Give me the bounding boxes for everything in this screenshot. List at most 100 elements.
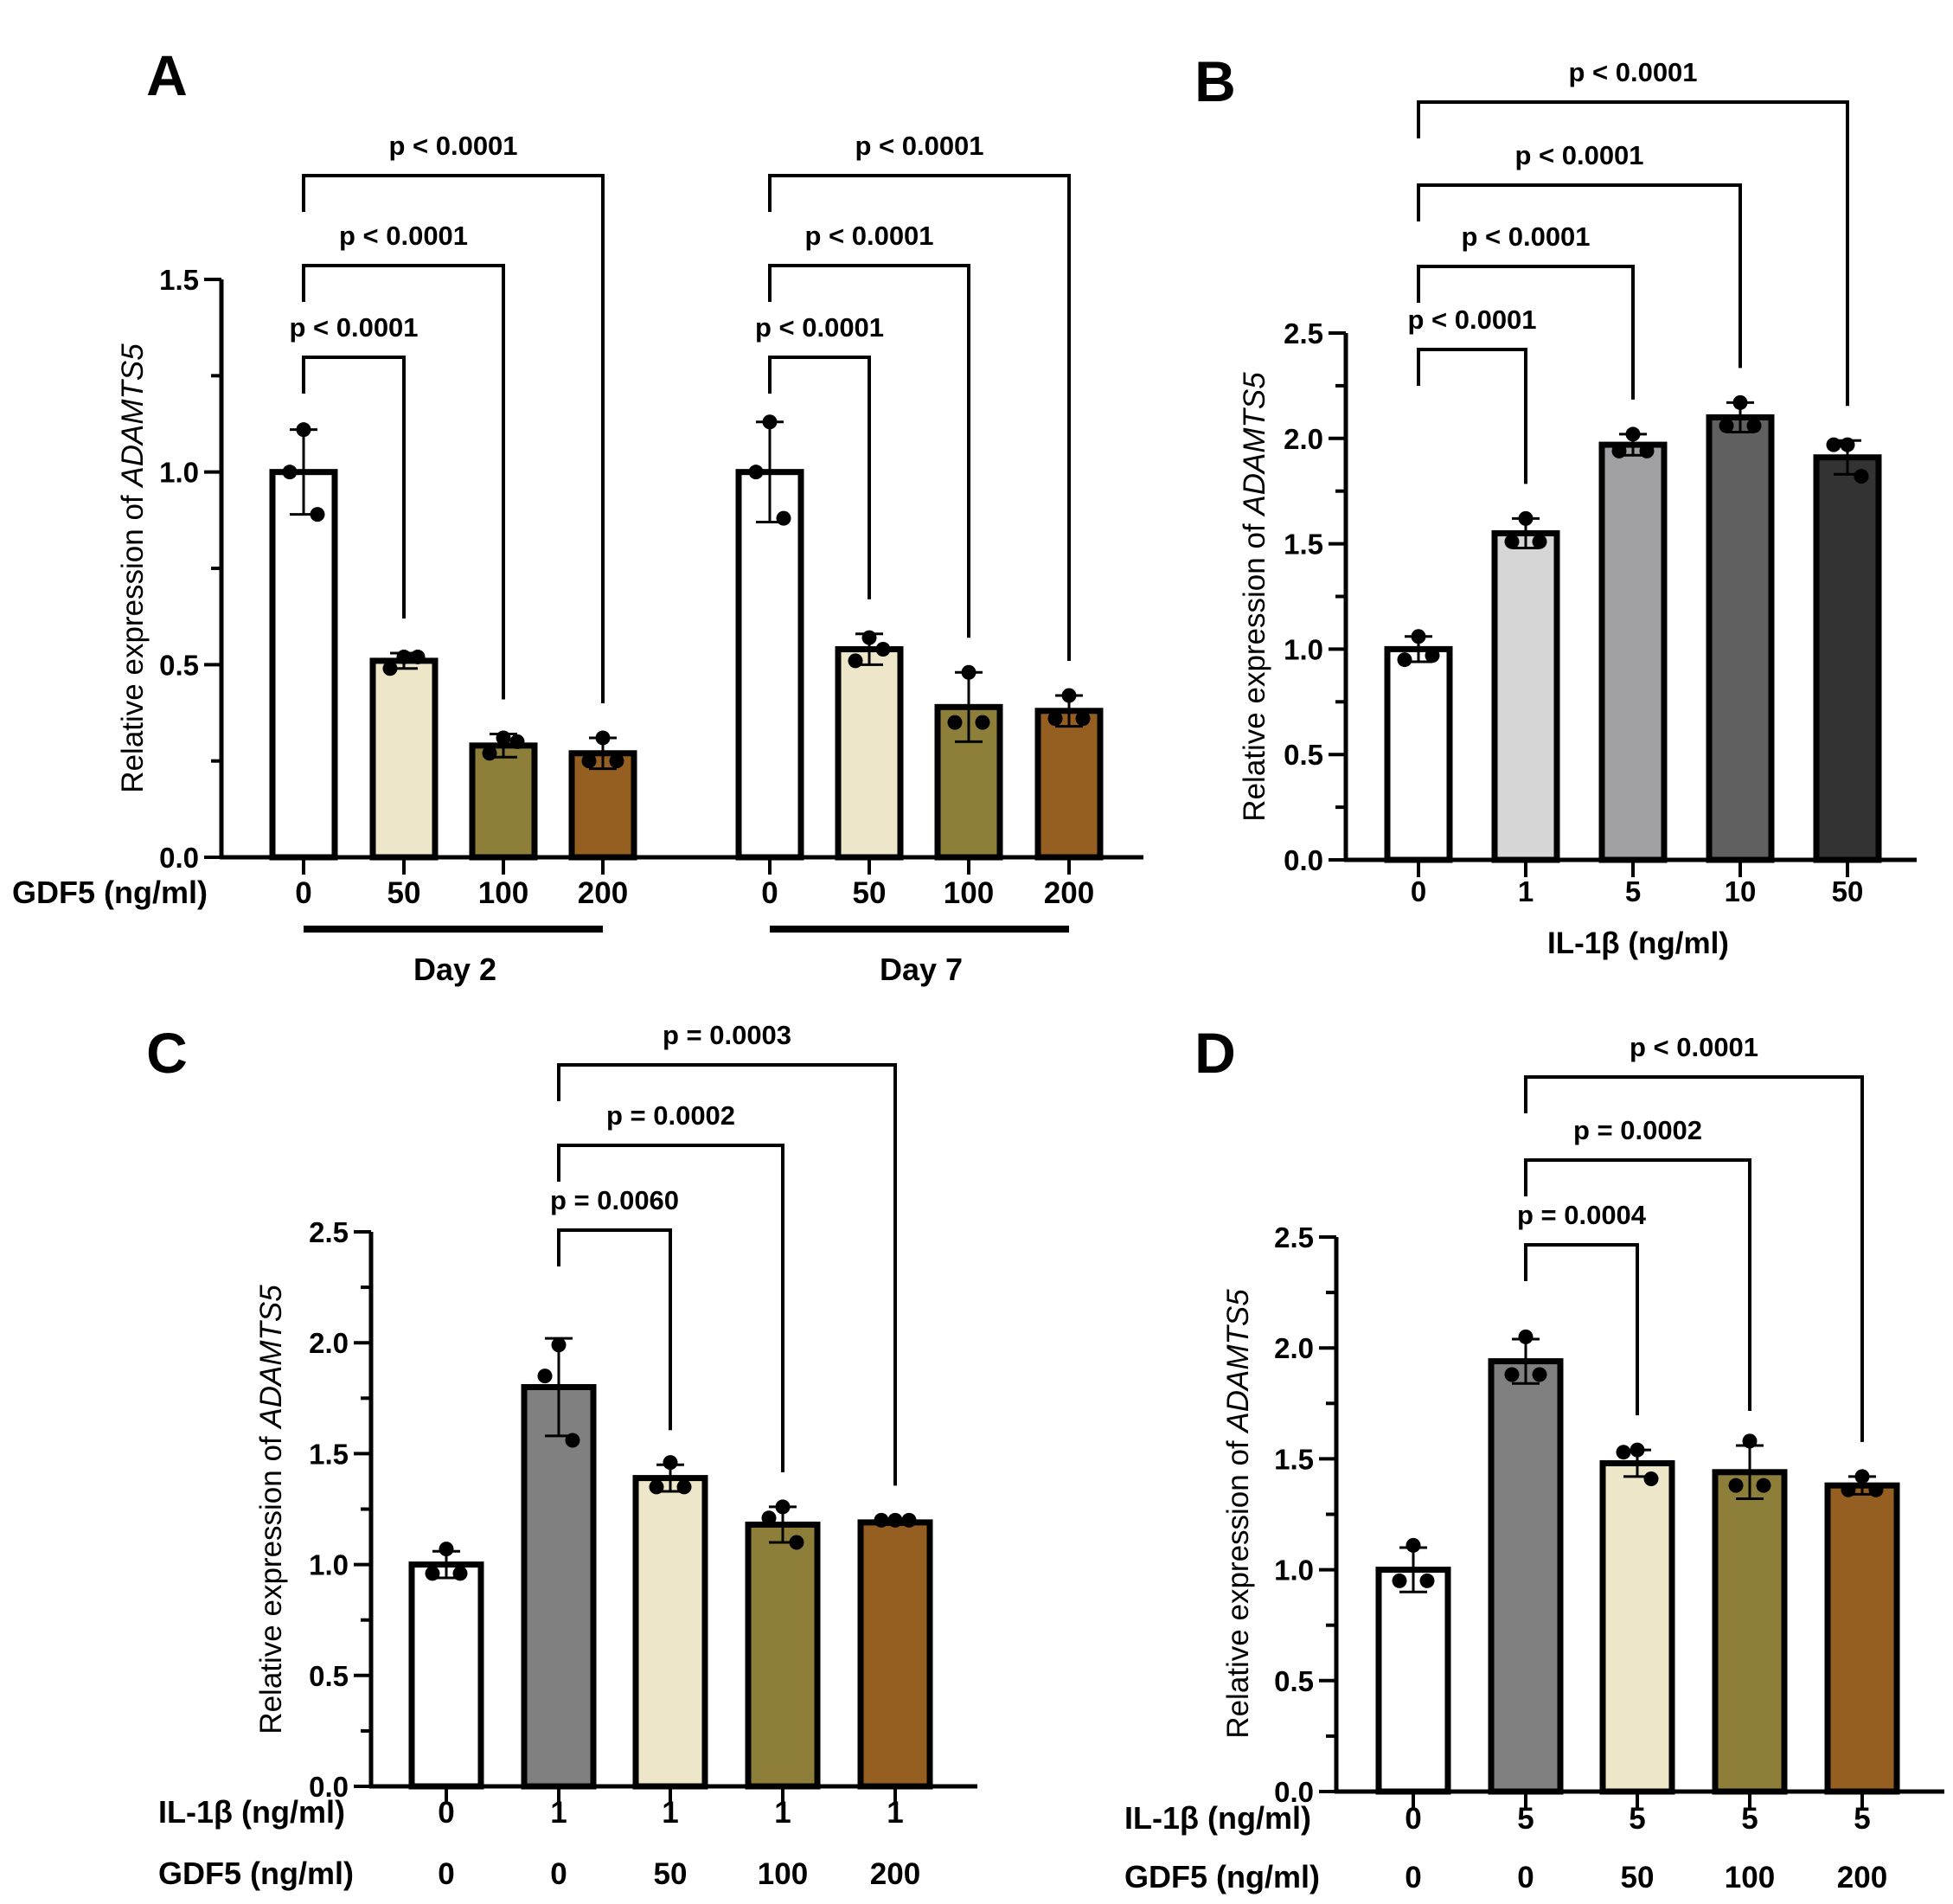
x-tick-label: 100 xyxy=(758,1857,808,1891)
data-point xyxy=(1518,1329,1534,1344)
data-point xyxy=(1630,1442,1645,1458)
data-point xyxy=(1406,1537,1421,1553)
data-point xyxy=(509,734,525,749)
significance-bracket xyxy=(1524,1075,1864,1442)
data-point xyxy=(961,664,976,680)
bar xyxy=(857,1519,933,1790)
data-point xyxy=(496,730,511,746)
x-tick-label: 50 xyxy=(1621,1861,1655,1894)
data-point xyxy=(1639,443,1655,458)
data-point xyxy=(776,510,791,526)
data-point xyxy=(1532,534,1547,549)
significance-label: p < 0.0001 xyxy=(804,221,933,251)
data-point xyxy=(482,746,497,761)
data-point xyxy=(1728,1478,1744,1493)
x-row-label: GDF5 (ng/ml) xyxy=(1124,1859,1320,1894)
bar xyxy=(521,1383,597,1790)
y-axis-title-prefix: Relative expression of xyxy=(116,487,150,793)
data-point xyxy=(887,1512,903,1528)
data-point xyxy=(748,465,764,480)
panel-letter: A xyxy=(146,43,188,107)
y-tick-label: 1.5 xyxy=(1274,1443,1314,1475)
y-axis-title-prefix: Relative expression of xyxy=(1238,516,1271,822)
y-tick-label: 0.5 xyxy=(1284,739,1323,771)
y-tick-label: 2.5 xyxy=(309,1216,349,1248)
significance-bracket xyxy=(302,264,505,700)
data-point xyxy=(439,1542,454,1557)
significance-label: p = 0.0060 xyxy=(550,1185,679,1215)
data-point xyxy=(296,422,311,438)
x-tick-label: 50 xyxy=(1832,875,1864,907)
x-tick-label: 50 xyxy=(654,1857,688,1891)
data-point xyxy=(1047,711,1063,727)
y-axis-title-gene: ADAMTS5 xyxy=(116,343,150,489)
x-tick-label: 100 xyxy=(944,876,994,910)
data-point xyxy=(1840,437,1855,452)
x-row-label: IL-1β (ng/ml) xyxy=(158,1794,345,1830)
panel-a: A 0.0 0.5 1.0 1.5 Relative expression of ADAM… xyxy=(12,43,1143,987)
data-point xyxy=(551,1337,567,1353)
data-point xyxy=(1075,711,1091,727)
significance-bracket xyxy=(768,356,871,599)
y-tick-label: 0.0 xyxy=(309,1771,349,1803)
data-point xyxy=(1868,1482,1884,1497)
significance-label: p < 0.0001 xyxy=(755,312,884,343)
data-point xyxy=(1504,1367,1520,1382)
x-tick-label: 0 xyxy=(550,1857,567,1891)
significance-bracket xyxy=(1417,265,1635,400)
panel-b: B 0.0 0.5 1.0 1.5 2.0 2.5 Relative expression o… xyxy=(1194,49,1917,960)
x-tick-label: 1 xyxy=(1518,875,1534,907)
significance-label: p < 0.0001 xyxy=(1568,57,1697,87)
x-tick-label: 0 xyxy=(1411,875,1426,907)
x-tick-label: 0 xyxy=(1405,1861,1421,1894)
data-point xyxy=(1616,1445,1631,1460)
y-tick-label: 0.5 xyxy=(309,1660,349,1692)
panel-c: C 0.0 0.5 1.0 1.5 2.0 2.5 Relative expression o… xyxy=(146,1020,977,1891)
x-tick-label: 100 xyxy=(1725,1861,1775,1894)
x-tick-label: 0 xyxy=(1405,1802,1421,1836)
x-tick-label: 0 xyxy=(295,876,311,910)
significance-label: p = 0.0004 xyxy=(1517,1200,1647,1230)
data-point xyxy=(1518,510,1534,526)
x-tick-label: 1 xyxy=(662,1796,678,1830)
y-tick-label: 0.0 xyxy=(1284,844,1323,876)
group-label: Day 7 xyxy=(880,952,963,987)
bar xyxy=(408,1561,484,1790)
data-point xyxy=(1425,648,1440,664)
y-tick-label: 1.5 xyxy=(159,264,199,296)
data-point xyxy=(1392,1573,1407,1588)
y-tick-label: 2.0 xyxy=(309,1327,349,1359)
y-tick-label: 0.5 xyxy=(159,649,199,681)
x-tick-label: 50 xyxy=(387,876,421,910)
data-point xyxy=(310,507,325,522)
bar xyxy=(1491,529,1560,863)
x-row-label: GDF5 (ng/ml) xyxy=(158,1856,354,1891)
significance-bracket xyxy=(302,356,406,619)
x-tick-label: 5 xyxy=(1854,1802,1870,1836)
data-point xyxy=(848,653,863,669)
data-point xyxy=(452,1566,468,1581)
data-point xyxy=(874,1512,889,1528)
bar xyxy=(369,657,439,861)
significance-bracket xyxy=(1417,348,1527,484)
bar xyxy=(1598,441,1668,863)
data-point xyxy=(947,715,963,730)
data-point xyxy=(595,730,611,746)
data-point xyxy=(282,465,298,480)
significance-bracket xyxy=(768,264,970,638)
bar xyxy=(632,1475,708,1790)
x-axis-title: IL-1β (ng/ml) xyxy=(1547,926,1729,960)
bar xyxy=(1384,645,1453,863)
bar xyxy=(1488,1358,1564,1795)
data-point xyxy=(649,1479,664,1495)
data-point xyxy=(775,1499,791,1515)
panel-letter: B xyxy=(1194,49,1236,113)
x-tick-label: 5 xyxy=(1517,1802,1534,1836)
group-label: Day 2 xyxy=(413,952,496,987)
significance-label: p = 0.0002 xyxy=(606,1100,735,1131)
x-tick-label: 100 xyxy=(478,876,528,910)
x-tick-label: 200 xyxy=(1044,876,1094,910)
y-tick-label: 1.0 xyxy=(309,1549,349,1581)
data-point xyxy=(1719,418,1734,433)
y-axis-title: Relative expression of ADAMTS5 xyxy=(116,343,150,793)
